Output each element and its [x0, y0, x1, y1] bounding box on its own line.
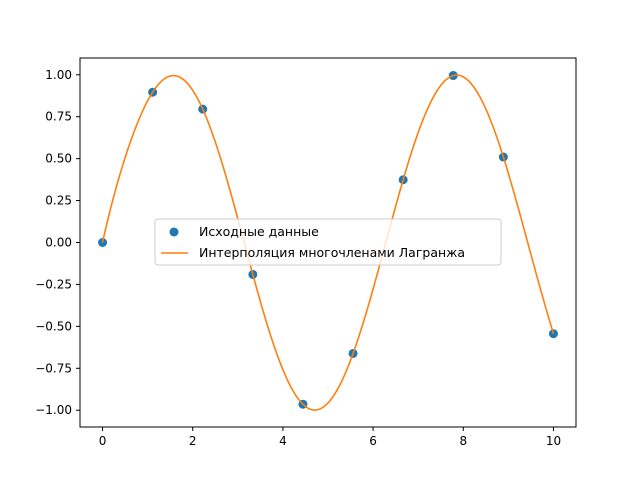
- x-tick-label: 6: [369, 434, 377, 448]
- legend: Исходные данные Интерполяция многочленам…: [154, 218, 502, 266]
- x-tick-label: 4: [279, 434, 287, 448]
- data-point: [98, 238, 108, 247]
- y-tick-label: −0.50: [35, 319, 72, 333]
- legend-label-line: Интерполяция многочленами Лагранжа: [199, 245, 465, 260]
- x-tick-label: 8: [459, 434, 467, 448]
- x-tick-label: 10: [546, 434, 561, 448]
- y-tick-label: −0.25: [35, 277, 72, 291]
- y-tick-label: 0.00: [45, 236, 72, 250]
- legend-marker-scatter: [169, 227, 179, 237]
- data-point: [548, 329, 558, 339]
- x-tick-label: 0: [99, 434, 107, 448]
- legend-label-scatter: Исходные данные: [199, 224, 319, 239]
- x-axis: 0 2 4 6 8 10: [99, 427, 561, 448]
- y-axis: 1.00 0.75 0.50 0.25 0.00 −0.25 −0.50 −0.75 −1.00: [35, 68, 80, 417]
- y-tick-label: −0.75: [35, 361, 72, 375]
- interpolation-line: [101, 74, 555, 411]
- y-tick-label: 0.75: [45, 110, 72, 124]
- y-tick-label: 0.50: [45, 152, 72, 166]
- x-tick-label: 2: [189, 434, 197, 448]
- y-tick-label: 0.25: [45, 194, 72, 208]
- legend-box: [154, 218, 502, 266]
- y-tick-label: 1.00: [45, 68, 72, 82]
- plot-layer: [98, 71, 558, 411]
- y-tick-label: −1.00: [35, 403, 72, 417]
